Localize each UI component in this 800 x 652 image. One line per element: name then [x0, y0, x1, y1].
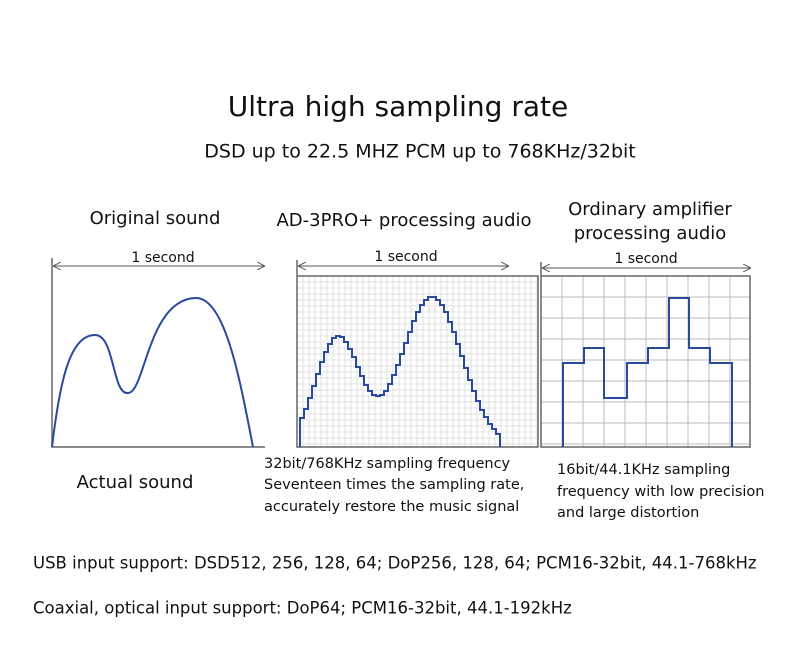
- footer-line: USB input support: DSD512, 256, 128, 64;…: [33, 554, 757, 573]
- wave: [51, 296, 254, 448]
- axes: [296, 260, 539, 448]
- title: Ultra high sampling rate: [228, 90, 568, 123]
- axes: [540, 262, 751, 448]
- panel-heading: Original sound: [90, 208, 221, 229]
- panel-heading: Ordinary amplifier: [568, 199, 732, 220]
- span-label: 1 second: [374, 249, 437, 265]
- caption: Actual sound: [77, 472, 194, 493]
- caption: accurately restore the music signal: [264, 499, 519, 515]
- wave: [299, 296, 501, 447]
- caption: Seventeen times the sampling rate,: [264, 477, 524, 493]
- grid-lines: [541, 276, 750, 447]
- caption: and large distortion: [557, 505, 699, 521]
- panel-heading: AD-3PRO+ processing audio: [276, 210, 531, 231]
- caption: frequency with low precision: [557, 484, 765, 500]
- subtitle: DSD up to 22.5 MHZ PCM up to 768KHz/32bi…: [204, 141, 635, 163]
- span-label: 1 second: [131, 250, 194, 266]
- wave: [562, 297, 733, 447]
- grid: [297, 276, 538, 447]
- grid: [541, 276, 750, 447]
- caption: 32bit/768KHz sampling frequency: [264, 456, 511, 472]
- footer-line: Coaxial, optical input support: DoP64; P…: [33, 599, 572, 618]
- span-label: 1 second: [614, 251, 677, 267]
- panel-heading: processing audio: [574, 223, 727, 244]
- caption: 16bit/44.1KHz sampling: [557, 462, 730, 478]
- grid-lines: [297, 276, 538, 447]
